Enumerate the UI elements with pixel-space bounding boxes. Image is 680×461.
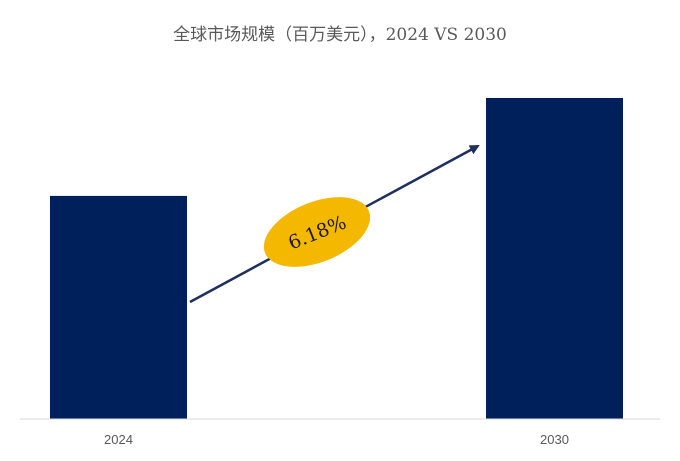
bar-2030 bbox=[486, 98, 623, 419]
x-tick-label-2024: 2024 bbox=[104, 432, 133, 447]
bar-2024 bbox=[50, 195, 187, 419]
tick-labels: 2024 2030 bbox=[104, 432, 569, 447]
bars-layer bbox=[50, 98, 623, 419]
growth-rate-ellipse bbox=[263, 197, 371, 267]
chart-title: 全球市场规模（百万美元），2024 VS 2030 bbox=[173, 25, 507, 45]
growth-annotation: 6.18% bbox=[189, 144, 480, 304]
x-tick-label-2030: 2030 bbox=[540, 432, 569, 447]
